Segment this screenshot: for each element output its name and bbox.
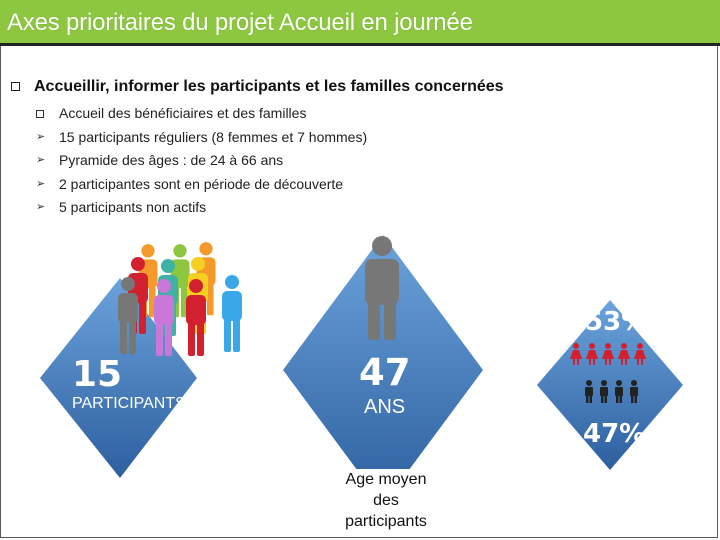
arrow-bullet-icon: ➢ bbox=[36, 178, 46, 190]
participants-label: PARTICIPANTS bbox=[72, 395, 186, 412]
arrow-bullet-icon: ➢ bbox=[36, 154, 46, 166]
grey-person-icon bbox=[365, 236, 399, 340]
arrow-bullet-icon: ➢ bbox=[36, 201, 46, 213]
sub-item-4: 2 participantes sont en période de décou… bbox=[59, 176, 344, 192]
women-percent: 53% bbox=[585, 307, 647, 337]
sub-item-3: Pyramide des âges : de 24 à 66 ans bbox=[59, 152, 284, 168]
participants-number: 15 bbox=[72, 354, 122, 395]
title-bar: Axes prioritaires du projet Accueil en j… bbox=[0, 0, 720, 46]
sub-item-1: Accueil des bénéficiaires et des famille… bbox=[59, 105, 307, 121]
age-caption: Age moyen des participants bbox=[336, 469, 436, 532]
age-unit: ANS bbox=[364, 396, 405, 418]
sub-item-5: 5 participants non actifs bbox=[59, 199, 207, 215]
square-bullet-icon bbox=[36, 110, 44, 118]
gender-diamond bbox=[537, 300, 683, 470]
age-diamond bbox=[283, 235, 483, 505]
arrow-bullet-icon: ➢ bbox=[36, 131, 46, 143]
sub-item-2: 15 participants réguliers (8 femmes et 7… bbox=[59, 129, 368, 145]
main-bullet-text: Accueillir, informer les participants et… bbox=[34, 78, 504, 95]
age-number: 47 bbox=[359, 351, 411, 394]
page-title: Axes prioritaires du projet Accueil en j… bbox=[7, 9, 473, 36]
square-bullet-icon bbox=[11, 82, 20, 91]
men-percent: 47% bbox=[583, 419, 645, 449]
